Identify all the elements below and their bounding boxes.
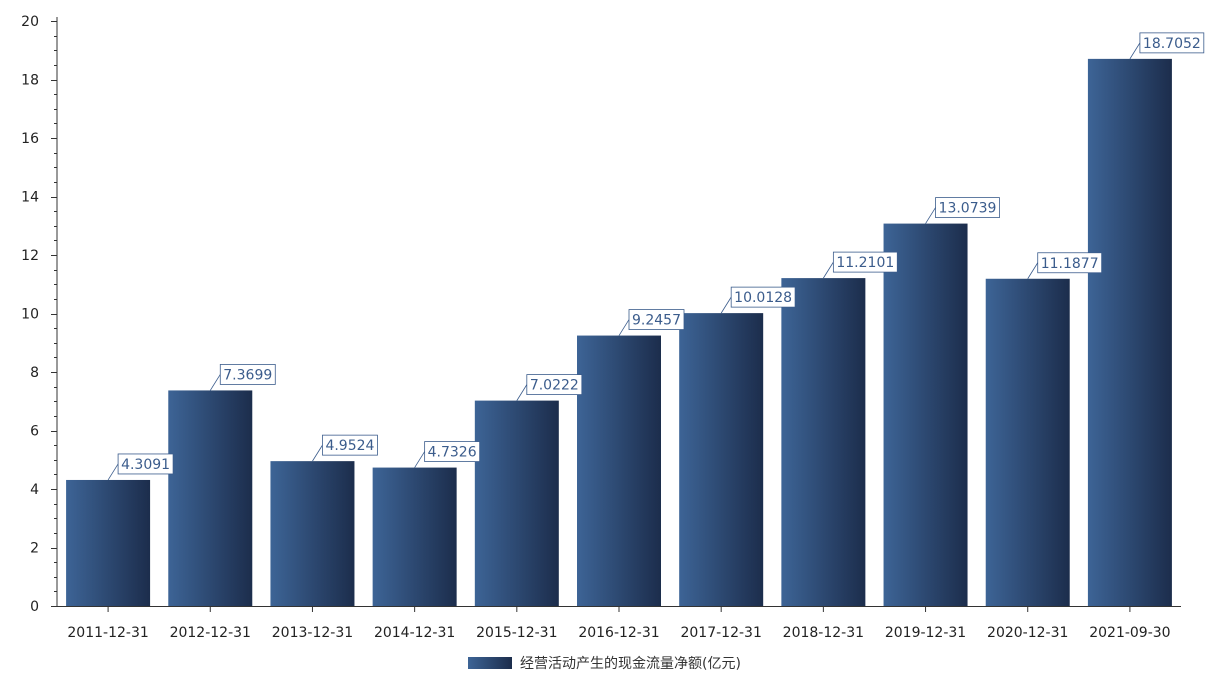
label-leader-line [312,444,323,462]
y-tick-label: 0 [30,599,39,615]
label-leader-line [414,451,425,468]
y-tick-label: 20 [21,14,39,30]
data-label: 9.2457 [628,309,685,330]
label-leader-line [1027,262,1039,279]
data-label-text: 13.0739 [939,201,997,217]
bar [168,390,253,606]
y-tick-label: 14 [21,190,39,206]
data-label: 10.0128 [730,286,796,308]
data-label-box [322,434,378,456]
y-tick-label: 10 [21,307,39,323]
x-tick-label: 2012-12-31 [170,625,251,641]
label-leader-line [1129,42,1141,60]
data-label-text: 7.3699 [223,367,272,383]
label-leader-line [720,296,732,314]
bar [1087,58,1172,606]
data-label-box [526,374,583,396]
legend: 经营活动产生的现金流量净额(亿元) [468,656,741,672]
bar [270,461,355,606]
data-label: 7.0222 [526,374,583,396]
data-labels: 4.3091 7.3699 4.9524 4.7326 7.0222 9.2457 10.0… [107,32,1205,481]
label-leader-line [107,463,119,481]
x-tick-label: 2015-12-31 [476,625,557,641]
bar [883,223,968,606]
data-label-box [1139,32,1205,54]
data-label-text: 4.7326 [428,445,477,461]
data-label-text: 4.9524 [325,438,374,454]
y-tick-label: 12 [21,248,39,264]
data-label: 4.3091 [117,453,174,475]
bar [372,467,457,606]
data-label-text: 10.0128 [734,290,792,306]
label-leader-line [209,374,221,391]
data-label-box [1037,252,1103,274]
bar [679,313,764,606]
data-label-text: 11.1877 [1041,256,1099,272]
x-tick-label: 2014-12-31 [374,625,455,641]
legend-label: 经营活动产生的现金流量净额(亿元) [520,656,741,672]
data-label-text: 7.0222 [530,378,579,394]
data-label-box [935,197,1000,218]
bar [985,278,1070,606]
x-axis: 2011-12-31 2012-12-31 2013-12-31 2014-12-31… [57,606,1181,641]
x-tick-label: 2021-09-30 [1089,625,1170,641]
data-label-box [424,441,481,462]
label-leader-line [516,384,528,401]
y-tick-label: 18 [21,73,39,89]
label-leader-line [823,261,834,279]
data-label: 11.2101 [832,251,898,273]
data-label: 4.7326 [424,441,481,462]
data-label-text: 4.3091 [121,457,170,473]
x-tick-label: 2013-12-31 [272,625,353,641]
y-tick-label: 16 [21,131,39,147]
data-label-box [628,309,685,330]
x-tick-label: 2019-12-31 [885,625,966,641]
legend-swatch [468,657,512,669]
data-label-text: 11.2101 [836,255,894,271]
data-label-box [117,453,174,475]
y-axis: 0 2 4 6 8 10 12 14 16 18 20 [21,14,58,615]
y-tick-label: 2 [30,541,39,557]
data-label-text: 18.7052 [1143,36,1201,52]
data-label-box [832,251,898,273]
bars [66,58,1172,606]
x-tick-label: 2011-12-31 [67,625,148,641]
bar [781,278,866,606]
y-tick-label: 6 [30,424,39,440]
bar [474,400,559,606]
data-label: 13.0739 [935,197,1000,218]
bar [66,479,151,606]
x-tick-label: 2016-12-31 [578,625,659,641]
x-tick-label: 2020-12-31 [987,625,1068,641]
bar [577,335,661,606]
data-label: 11.1877 [1037,252,1103,274]
data-label-box [730,286,796,308]
data-label: 18.7052 [1139,32,1205,54]
data-label-text: 9.2457 [632,313,681,329]
label-leader-line [925,207,936,224]
x-tick-label: 2018-12-31 [783,625,864,641]
label-leader-line [618,319,630,336]
data-label: 4.9524 [322,434,378,456]
y-tick-label: 8 [30,365,39,381]
x-tick-label: 2017-12-31 [680,625,761,641]
data-label: 7.3699 [219,364,276,385]
y-tick-label: 4 [30,482,39,498]
data-label-box [219,364,276,385]
